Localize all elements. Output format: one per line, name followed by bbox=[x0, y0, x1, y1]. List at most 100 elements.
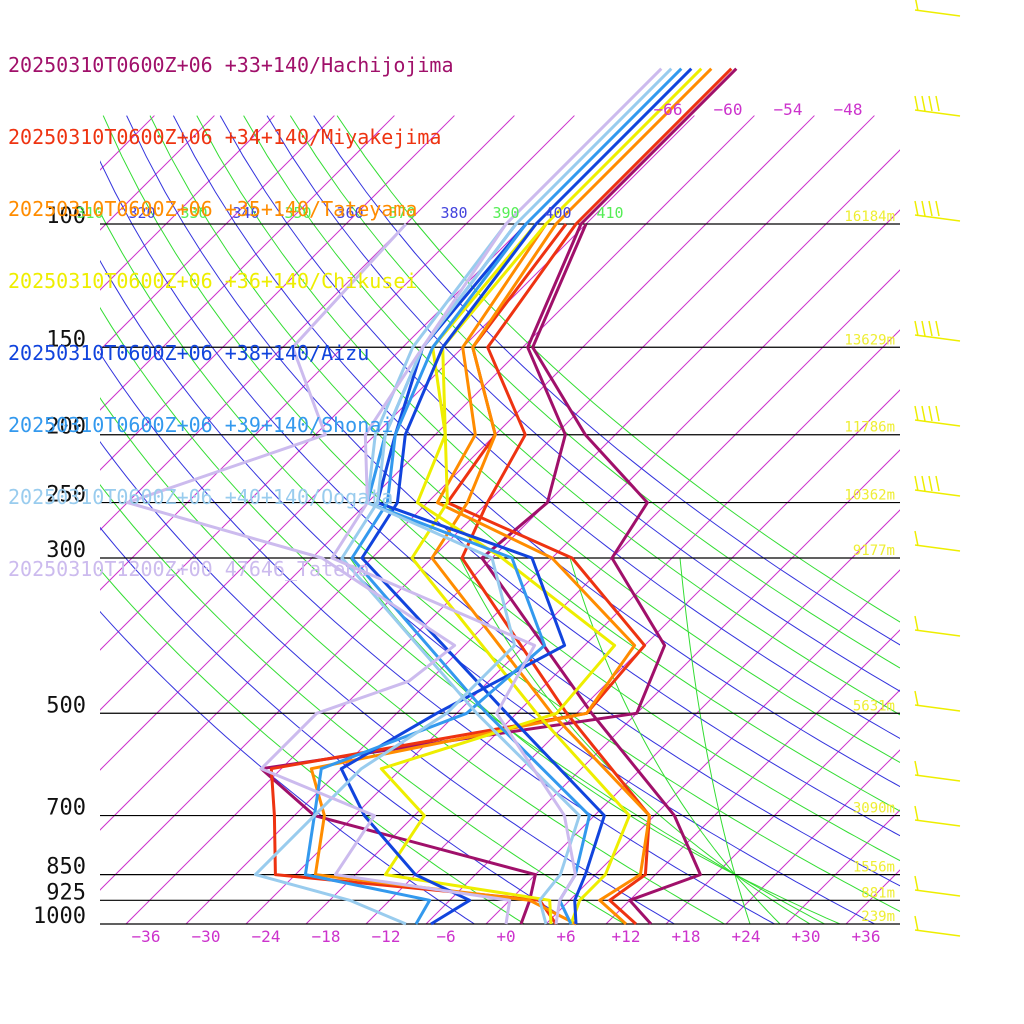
isotherm-line bbox=[966, 116, 1024, 924]
height-label: 5631m bbox=[853, 698, 895, 714]
temperature-tick-label: −6 bbox=[436, 927, 455, 946]
wind-barbs bbox=[914, 0, 961, 937]
height-label: 10362m bbox=[844, 488, 895, 504]
temperature-tick-label: +36 bbox=[852, 927, 881, 946]
isotherm-line bbox=[100, 115, 515, 531]
pressure-tick-label: 150 bbox=[46, 327, 86, 352]
legend-item: 20250310T0600Z+06 +39+140/Shonai bbox=[8, 413, 394, 437]
mixing-ratio-line bbox=[349, 557, 841, 924]
sounding-series bbox=[125, 67, 738, 926]
isotherm-line bbox=[245, 269, 900, 924]
legend-item: 20250310T0600Z+06 +34+140/Miyakejima bbox=[8, 125, 442, 149]
dry-adiabat-line bbox=[126, 115, 900, 837]
height-label: 1556m bbox=[853, 860, 895, 876]
moist-adiabat-line bbox=[243, 115, 900, 716]
height-label: 881m bbox=[861, 885, 895, 901]
legend-item: 20250310T0600Z+06 +40+140/Oogata bbox=[8, 485, 394, 509]
pressure-tick-label: 200 bbox=[46, 415, 86, 440]
axis-labels: 100 16184m 150 13629m 200 11786m 250 10362m 300 9… bbox=[33, 100, 895, 946]
isotherm-line bbox=[485, 509, 900, 924]
dewpoint-line bbox=[309, 223, 637, 926]
dry-adiabat-line bbox=[313, 115, 900, 646]
theta-label: 400 bbox=[544, 204, 571, 222]
pressure-tick-label: 500 bbox=[46, 693, 86, 718]
isotherm-line bbox=[605, 629, 900, 924]
isotherm-line bbox=[100, 115, 695, 711]
temperature-line bbox=[340, 67, 673, 925]
wind-barb bbox=[914, 530, 961, 552]
wind-barb bbox=[914, 405, 961, 427]
upper-temperature-label: −60 bbox=[714, 100, 743, 119]
dry-adiabat-line bbox=[100, 259, 876, 924]
moist-adiabat-line bbox=[100, 306, 826, 924]
temperature-tick-label: −36 bbox=[132, 927, 161, 946]
dry-adiabat-line bbox=[100, 526, 576, 924]
wind-barb bbox=[914, 805, 961, 827]
temperature-tick-label: +30 bbox=[792, 927, 821, 946]
temperature-tick-label: −18 bbox=[312, 927, 341, 946]
isotherm-line bbox=[100, 115, 395, 411]
pressure-tick-label: 1000 bbox=[33, 904, 86, 929]
dry-adiabat-line bbox=[100, 160, 900, 887]
mixing-ratio-line bbox=[679, 557, 751, 924]
temperature-tick-label: +18 bbox=[672, 927, 701, 946]
isotherm-line bbox=[125, 149, 900, 924]
dry-adiabat-line bbox=[266, 115, 900, 692]
upper-temperature-label: −66 bbox=[654, 100, 683, 119]
moist-adiabat-line bbox=[336, 115, 900, 623]
theta-label: 320 bbox=[128, 204, 155, 222]
temperature-tick-label: +0 bbox=[496, 927, 515, 946]
temperature-line bbox=[360, 67, 693, 925]
mixing-ratio-line bbox=[459, 557, 811, 924]
isotherm-line bbox=[365, 389, 900, 924]
upper-temperature-label: −54 bbox=[774, 100, 803, 119]
dewpoint-line bbox=[259, 223, 667, 925]
pressure-tick-label: 300 bbox=[46, 538, 86, 563]
dewpoint-line bbox=[253, 223, 517, 926]
wind-barb bbox=[914, 615, 961, 637]
isotherm-line bbox=[100, 115, 335, 351]
legend: 20250310T0600Z+06 +33+140/Hachijojima 20… bbox=[8, 5, 454, 605]
isotherm-line bbox=[100, 115, 275, 291]
legend-item: 20250310T0600Z+06 +38+140/Aizu bbox=[8, 341, 370, 365]
dewpoint-line bbox=[379, 223, 617, 925]
theta-label: 410 bbox=[596, 204, 623, 222]
theta-label: 340 bbox=[232, 204, 259, 222]
upper-temperature-label: −48 bbox=[834, 100, 863, 119]
wind-barb bbox=[914, 200, 961, 222]
pressure-tick-label: 850 bbox=[46, 855, 86, 880]
height-label: 9177m bbox=[853, 543, 895, 559]
theta-label: 350 bbox=[284, 204, 311, 222]
wind-barb bbox=[914, 320, 961, 342]
theta-label: 380 bbox=[440, 204, 467, 222]
moist-adiabat-line bbox=[289, 115, 900, 669]
legend-item: 20250310T1200Z+00 47646_Tateno bbox=[8, 557, 370, 581]
temperature-tick-label: +12 bbox=[612, 927, 641, 946]
theta-label: 330 bbox=[180, 204, 207, 222]
dry-adiabat-line bbox=[100, 352, 776, 924]
temperature-tick-label: −30 bbox=[192, 927, 221, 946]
temperature-line bbox=[480, 67, 738, 926]
pressure-tick-label: 700 bbox=[46, 796, 86, 821]
legend-item: 20250310T0600Z+06 +35+140/Tateyama bbox=[8, 197, 418, 221]
wind-barb bbox=[914, 915, 961, 937]
isotherm-line bbox=[425, 449, 900, 924]
height-label: 13629m bbox=[844, 332, 895, 348]
height-label: 11786m bbox=[844, 420, 895, 436]
temperature-line bbox=[330, 67, 663, 925]
pressure-tick-label: 100 bbox=[46, 204, 86, 229]
isotherm-line bbox=[545, 569, 900, 924]
isotherm-line bbox=[305, 329, 900, 924]
isotherm-line bbox=[185, 209, 900, 924]
temperature-line bbox=[410, 67, 703, 925]
height-label: 239m bbox=[861, 909, 895, 925]
wind-barb bbox=[914, 0, 961, 17]
theta-label: 360 bbox=[336, 204, 363, 222]
dry-adiabat-line bbox=[172, 115, 900, 788]
dewpoint-line bbox=[339, 223, 567, 926]
temperature-tick-label: −12 bbox=[372, 927, 401, 946]
isotherm-line bbox=[665, 689, 900, 924]
temperature-tick-label: −24 bbox=[252, 927, 281, 946]
dry-adiabat-line bbox=[219, 115, 900, 740]
